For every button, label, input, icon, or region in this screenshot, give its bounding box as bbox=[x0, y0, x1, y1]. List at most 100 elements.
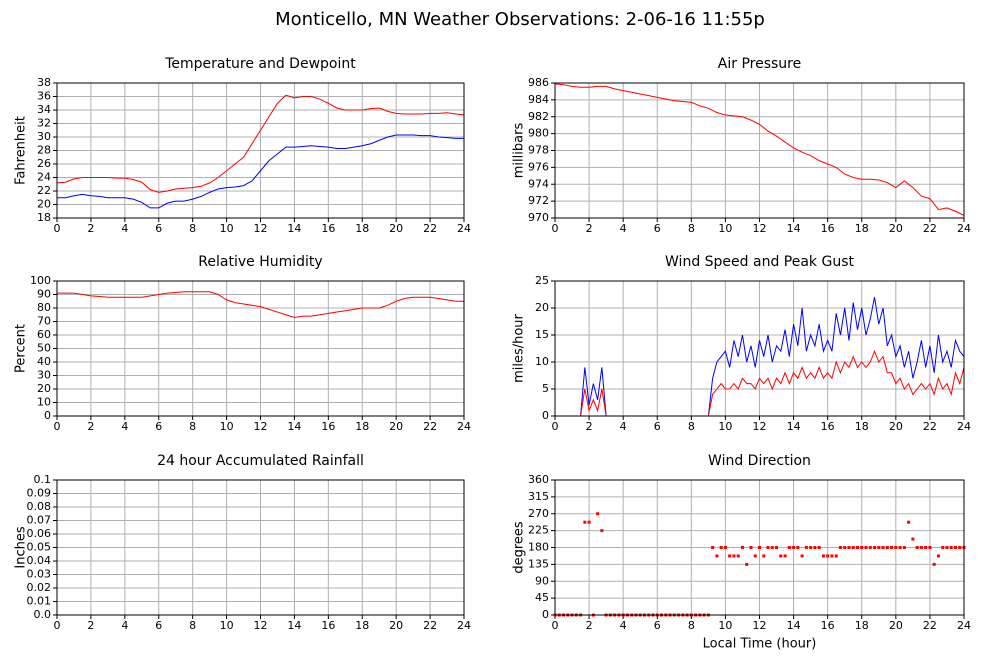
y-tick-label: 25 bbox=[535, 274, 549, 287]
x-tick-label: 16 bbox=[321, 619, 335, 632]
plot-frame bbox=[554, 82, 965, 219]
x-tick-label: 4 bbox=[620, 222, 627, 235]
panel: Relative HumidityPercent0102030405060708… bbox=[14, 254, 472, 433]
x-tick-label: 18 bbox=[355, 222, 369, 235]
data-point bbox=[851, 546, 855, 549]
x-tick-label: 6 bbox=[155, 222, 162, 235]
data-point bbox=[826, 554, 830, 558]
y-tick-label: 0.04 bbox=[27, 554, 52, 567]
x-tick-label: 14 bbox=[787, 420, 801, 433]
data-point bbox=[775, 546, 779, 549]
data-point bbox=[936, 554, 940, 558]
y-tick-label: 80 bbox=[37, 301, 51, 314]
y-tick-label: 360 bbox=[528, 473, 549, 486]
figure-title: Monticello, MN Weather Observations: 2-0… bbox=[275, 9, 765, 30]
y-tick-label: 0.1 bbox=[34, 473, 52, 486]
x-tick-label: 24 bbox=[457, 222, 471, 235]
x-tick-label: 6 bbox=[654, 222, 661, 235]
x-tick-label: 4 bbox=[121, 420, 128, 433]
panel-title: 24 hour Accumulated Rainfall bbox=[157, 453, 364, 469]
data-point bbox=[753, 554, 757, 558]
data-point bbox=[877, 546, 881, 549]
x-tick-label: 16 bbox=[821, 222, 835, 235]
data-point bbox=[928, 546, 932, 549]
x-tick-label: 18 bbox=[355, 619, 369, 632]
panel-title: Wind Speed and Peak Gust bbox=[665, 254, 854, 270]
data-point bbox=[958, 546, 962, 549]
y-tick-label: 15 bbox=[535, 328, 549, 341]
y-tick-label: 972 bbox=[528, 194, 549, 207]
data-point bbox=[949, 546, 953, 549]
x-tick-label: 20 bbox=[389, 222, 403, 235]
x-tick-label: 0 bbox=[54, 619, 61, 632]
y-tick-label: 0 bbox=[542, 409, 549, 422]
x-tick-label: 8 bbox=[688, 420, 695, 433]
x-tick-label: 2 bbox=[87, 420, 94, 433]
plot-frame bbox=[56, 280, 465, 417]
x-tick-label: 22 bbox=[923, 420, 937, 433]
x-tick-label: 14 bbox=[287, 619, 301, 632]
y-tick-label: 0 bbox=[542, 608, 549, 621]
x-tick-label: 12 bbox=[254, 222, 268, 235]
y-tick-label: 32 bbox=[37, 117, 51, 130]
y-tick-label: 0.06 bbox=[27, 527, 52, 540]
data-line bbox=[57, 134, 464, 209]
data-point bbox=[749, 546, 753, 549]
y-tick-label: 0.09 bbox=[27, 487, 52, 500]
x-axis-label: Local Time (hour) bbox=[703, 637, 817, 652]
y-tick-label: 90 bbox=[535, 574, 549, 587]
panel: Air Pressure millibars 970 972 974 976 978 980 9… bbox=[512, 56, 972, 235]
x-tick-label: 20 bbox=[889, 420, 903, 433]
x-tick-label: 24 bbox=[457, 420, 471, 433]
x-tick-label: 8 bbox=[688, 619, 695, 632]
data-point bbox=[860, 546, 864, 549]
y-tick-label: 30 bbox=[37, 369, 51, 382]
x-tick-label: 22 bbox=[423, 222, 437, 235]
y-tick-label: 20 bbox=[535, 301, 549, 314]
y-tick-label: 36 bbox=[37, 90, 51, 103]
panel: 24 hour Accumulated RainfallInches0.00.0… bbox=[14, 453, 472, 632]
x-tick-label: 20 bbox=[389, 619, 403, 632]
data-point bbox=[804, 546, 808, 549]
data-point bbox=[813, 546, 817, 549]
data-point bbox=[941, 546, 945, 549]
x-tick-label: 12 bbox=[753, 420, 767, 433]
x-tick-label: 12 bbox=[753, 619, 767, 632]
x-tick-label: 0 bbox=[552, 222, 559, 235]
y-tick-label: 10 bbox=[37, 396, 51, 409]
data-point bbox=[715, 554, 719, 558]
x-tick-label: 12 bbox=[254, 420, 268, 433]
data-point bbox=[787, 546, 791, 549]
y-tick-label: 0.05 bbox=[27, 541, 52, 554]
x-tick-label: 10 bbox=[220, 222, 234, 235]
y-tick-label: 978 bbox=[528, 144, 549, 157]
y-axis-label: degrees bbox=[512, 521, 527, 574]
x-tick-label: 18 bbox=[855, 619, 869, 632]
y-tick-label: 984 bbox=[528, 93, 549, 106]
y-axis-label: millibars bbox=[512, 123, 527, 179]
data-point bbox=[762, 554, 766, 558]
y-tick-label: 18 bbox=[37, 211, 51, 224]
x-tick-label: 2 bbox=[87, 222, 94, 235]
x-tick-label: 0 bbox=[54, 222, 61, 235]
x-tick-label: 24 bbox=[957, 222, 971, 235]
x-tick-label: 8 bbox=[189, 420, 196, 433]
data-point bbox=[902, 546, 906, 549]
x-tick-label: 18 bbox=[355, 420, 369, 433]
x-tick-label: 8 bbox=[688, 222, 695, 235]
x-tick-label: 10 bbox=[718, 420, 732, 433]
y-tick-label: 225 bbox=[528, 524, 549, 537]
y-tick-label: 38 bbox=[37, 76, 51, 89]
data-point bbox=[868, 546, 872, 549]
x-tick-label: 14 bbox=[787, 619, 801, 632]
data-point bbox=[847, 546, 851, 549]
data-point bbox=[758, 546, 761, 549]
data-point bbox=[915, 546, 919, 549]
data-point bbox=[881, 546, 885, 549]
x-tick-label: 20 bbox=[389, 420, 403, 433]
data-point bbox=[600, 529, 604, 533]
y-tick-label: 26 bbox=[37, 157, 51, 170]
data-point bbox=[745, 562, 749, 566]
data-point bbox=[843, 546, 847, 549]
